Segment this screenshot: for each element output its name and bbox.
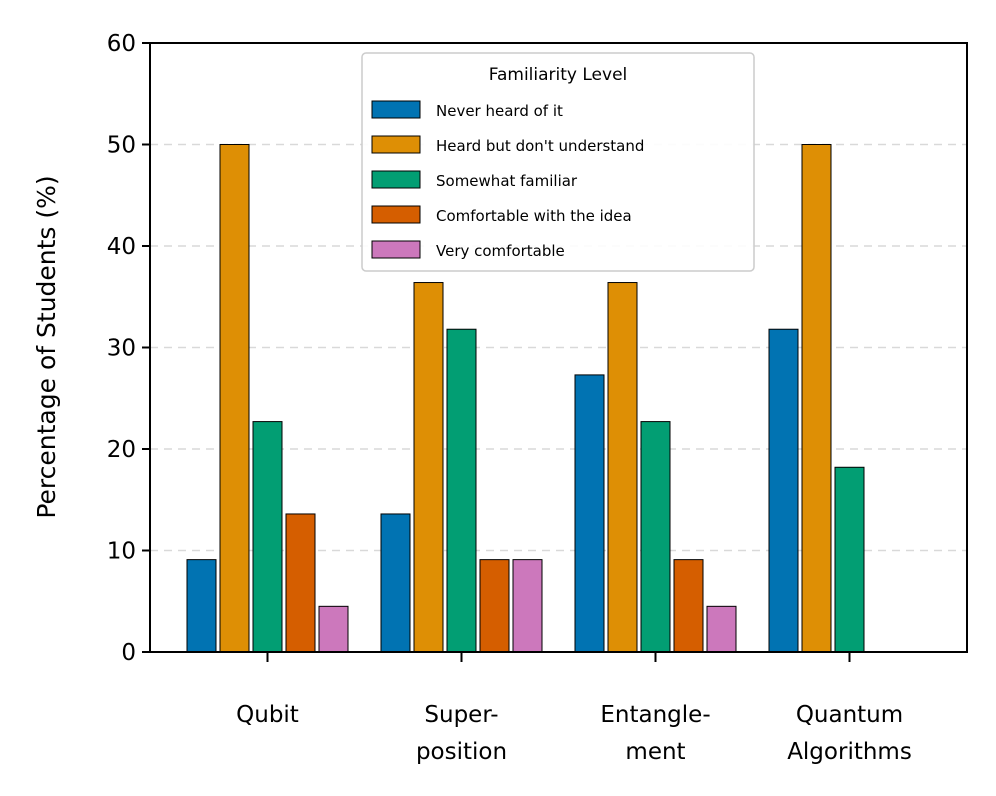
legend: Familiarity Level Never heard of it Heard… (361, 52, 755, 272)
x-tick-label: Qubit (236, 702, 299, 728)
legend-swatch (371, 135, 421, 154)
bar-never-heard-of-it (186, 559, 217, 653)
bar-heard-but-don-t-understand (801, 144, 832, 653)
bar-somewhat-familiar (834, 466, 865, 653)
bar-very-comfortable (706, 605, 737, 653)
bar-heard-but-don-t-understand (219, 144, 250, 653)
y-axis-label: Percentage of Students (%) (32, 175, 61, 518)
bar-very-comfortable (318, 605, 349, 653)
y-tick-label: 10 (107, 539, 136, 565)
legend-swatch (371, 240, 421, 259)
legend-label: Somewhat familiar (436, 172, 578, 190)
y-tick-label: 50 (107, 133, 136, 159)
legend-label: Never heard of it (436, 102, 563, 120)
bars (186, 144, 865, 653)
legend-label: Heard but don't understand (436, 137, 644, 155)
x-tick-label: Super-position (416, 702, 507, 765)
y-tick-label: 0 (121, 640, 136, 666)
y-tick-label: 30 (107, 336, 136, 362)
bar-never-heard-of-it (574, 374, 605, 653)
legend-title: Familiarity Level (489, 65, 628, 85)
bar-comfortable-with-the-idea (479, 559, 510, 653)
bar-comfortable-with-the-idea (285, 513, 316, 653)
bar-comfortable-with-the-idea (673, 559, 704, 653)
legend-swatch (371, 205, 421, 224)
bar-somewhat-familiar (640, 421, 671, 653)
bar-somewhat-familiar (446, 328, 477, 653)
bar-somewhat-familiar (252, 421, 283, 653)
x-tick-label: Quantum Algorithms (787, 702, 912, 765)
legend-swatch (371, 100, 421, 119)
legend-swatch (371, 170, 421, 189)
x-tick-label: Entangle-ment (600, 702, 710, 765)
bar-never-heard-of-it (768, 328, 799, 653)
x-axis: Qubit Super-position Entangle-ment Quantum A… (236, 652, 912, 765)
y-tick-label: 20 (107, 437, 136, 463)
bar-heard-but-don-t-understand (413, 282, 444, 653)
legend-box (361, 52, 755, 272)
y-tick-label: 60 (107, 31, 136, 57)
bar-very-comfortable (512, 559, 543, 653)
y-tick-label: 40 (107, 234, 136, 260)
legend-label: Comfortable with the idea (436, 207, 632, 225)
bar-never-heard-of-it (380, 513, 411, 653)
bar-heard-but-don-t-understand (607, 282, 638, 653)
legend-label: Very comfortable (436, 242, 565, 260)
y-axis: 0 10 20 30 40 50 60 (107, 31, 150, 666)
